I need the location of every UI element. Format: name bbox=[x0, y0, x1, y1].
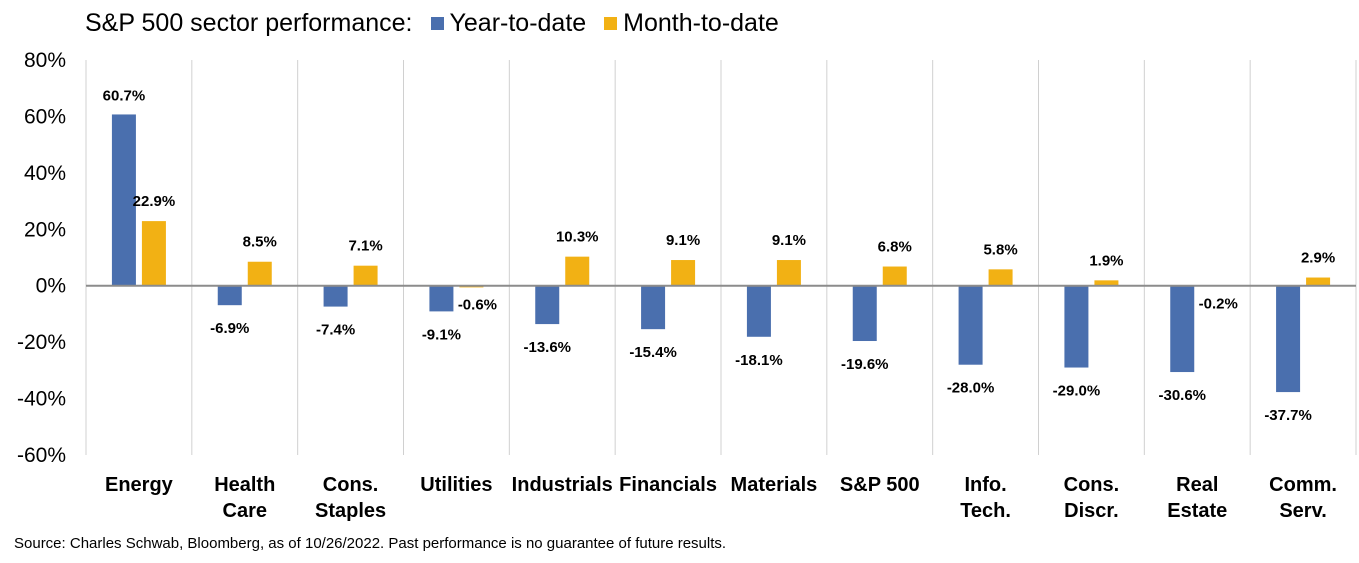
data-label-mtd: -0.6% bbox=[458, 296, 497, 313]
data-label-ytd: -7.4% bbox=[316, 322, 355, 339]
x-category-label: Health bbox=[214, 474, 275, 496]
y-tick-label: 20% bbox=[24, 218, 66, 241]
data-label-ytd: -15.4% bbox=[629, 344, 677, 361]
legend-item-ytd: Year-to-date bbox=[430, 8, 587, 38]
bar-ytd bbox=[323, 285, 348, 307]
bar-ytd bbox=[429, 285, 454, 312]
x-category-label: Cons. bbox=[1064, 474, 1120, 496]
bar-mtd bbox=[141, 221, 166, 286]
legend-item-mtd: Month-to-date bbox=[604, 9, 779, 38]
data-label-ytd: -19.6% bbox=[841, 356, 889, 373]
bar-ytd bbox=[1276, 285, 1301, 393]
x-category-label: Energy bbox=[105, 474, 174, 496]
x-category-label: S&P 500 bbox=[840, 474, 920, 496]
bar-ytd bbox=[641, 285, 666, 330]
x-category-label: Staples bbox=[315, 500, 386, 522]
x-category-label: Care bbox=[223, 500, 267, 522]
bar-mtd bbox=[247, 261, 272, 286]
data-label-mtd: 9.1% bbox=[772, 232, 806, 249]
data-label-mtd: 7.1% bbox=[348, 238, 382, 255]
data-label-ytd: -6.9% bbox=[210, 320, 249, 337]
bar-mtd bbox=[353, 265, 378, 286]
x-category-label: Info. bbox=[964, 474, 1006, 496]
bar-ytd bbox=[111, 114, 136, 286]
x-category-label: Cons. bbox=[323, 474, 379, 496]
bar-ytd bbox=[1170, 285, 1195, 373]
x-category-label: Discr. bbox=[1064, 500, 1118, 522]
data-label-mtd: 1.9% bbox=[1089, 252, 1123, 269]
data-label-ytd: -13.6% bbox=[523, 339, 571, 356]
data-label-ytd: -30.6% bbox=[1158, 387, 1206, 404]
bar-mtd bbox=[565, 256, 590, 286]
x-category-label: Industrials bbox=[512, 474, 613, 496]
data-label-mtd: 22.9% bbox=[133, 193, 176, 210]
bar-mtd bbox=[1306, 277, 1331, 286]
y-tick-label: -20% bbox=[17, 331, 66, 354]
x-category-label: Financials bbox=[619, 474, 717, 496]
data-label-ytd: -29.0% bbox=[1053, 383, 1101, 400]
bar-ytd bbox=[852, 285, 877, 342]
legend-label-mtd: Month-to-date bbox=[623, 8, 779, 37]
chart-title: S&P 500 sector performance: bbox=[85, 8, 413, 37]
source-note: Source: Charles Schwab, Bloomberg, as of… bbox=[14, 535, 727, 552]
legend-label-ytd: Year-to-date bbox=[449, 8, 587, 37]
bar-ytd bbox=[1064, 285, 1089, 368]
bar-ytd bbox=[958, 285, 983, 365]
x-category-label: Materials bbox=[731, 474, 818, 496]
data-label-ytd: -18.1% bbox=[735, 352, 783, 369]
bar-ytd bbox=[535, 285, 560, 325]
data-label-mtd: 10.3% bbox=[556, 229, 599, 246]
bar-mtd bbox=[882, 266, 907, 286]
y-tick-label: -60% bbox=[17, 444, 66, 467]
bar-ytd bbox=[217, 285, 242, 306]
data-label-ytd: -37.7% bbox=[1264, 407, 1312, 424]
x-category-label: Serv. bbox=[1279, 500, 1326, 522]
data-label-mtd: 9.1% bbox=[666, 232, 700, 249]
x-category-label: Utilities bbox=[420, 474, 492, 496]
data-label-mtd: -0.2% bbox=[1199, 295, 1238, 312]
x-category-label: Real bbox=[1176, 474, 1218, 496]
y-tick-label: 80% bbox=[24, 49, 66, 72]
y-tick-label: 40% bbox=[24, 162, 66, 185]
y-tick-label: 60% bbox=[24, 105, 66, 128]
data-label-mtd: 6.8% bbox=[878, 239, 912, 256]
chart-header: S&P 500 sector performance: Year-to-date… bbox=[85, 6, 779, 40]
bar-chart-plot: 80% 60% 40% 20% 0% -20% -40% -60% 60.7% -6.9% -7.4… bbox=[17, 49, 1357, 522]
legend-swatch-ytd bbox=[430, 16, 444, 30]
bar-mtd bbox=[988, 269, 1013, 286]
x-category-label: Tech. bbox=[960, 500, 1011, 522]
bar-mtd bbox=[671, 260, 696, 286]
data-label-mtd: 8.5% bbox=[243, 234, 277, 251]
data-label-ytd: -28.0% bbox=[947, 380, 995, 397]
bar-mtd bbox=[776, 260, 801, 286]
data-label-ytd: -9.1% bbox=[422, 326, 461, 343]
bar-mtd bbox=[1094, 280, 1119, 286]
data-label-mtd: 5.8% bbox=[983, 241, 1017, 258]
data-label-mtd: 2.9% bbox=[1301, 250, 1335, 267]
y-tick-label: 0% bbox=[36, 275, 66, 298]
data-label-ytd: 60.7% bbox=[103, 87, 146, 104]
bar-ytd bbox=[746, 285, 771, 337]
x-category-label: Comm. bbox=[1269, 474, 1337, 496]
x-category-label: Estate bbox=[1167, 500, 1227, 522]
y-tick-label: -40% bbox=[17, 388, 66, 411]
legend-swatch-mtd bbox=[604, 16, 618, 30]
